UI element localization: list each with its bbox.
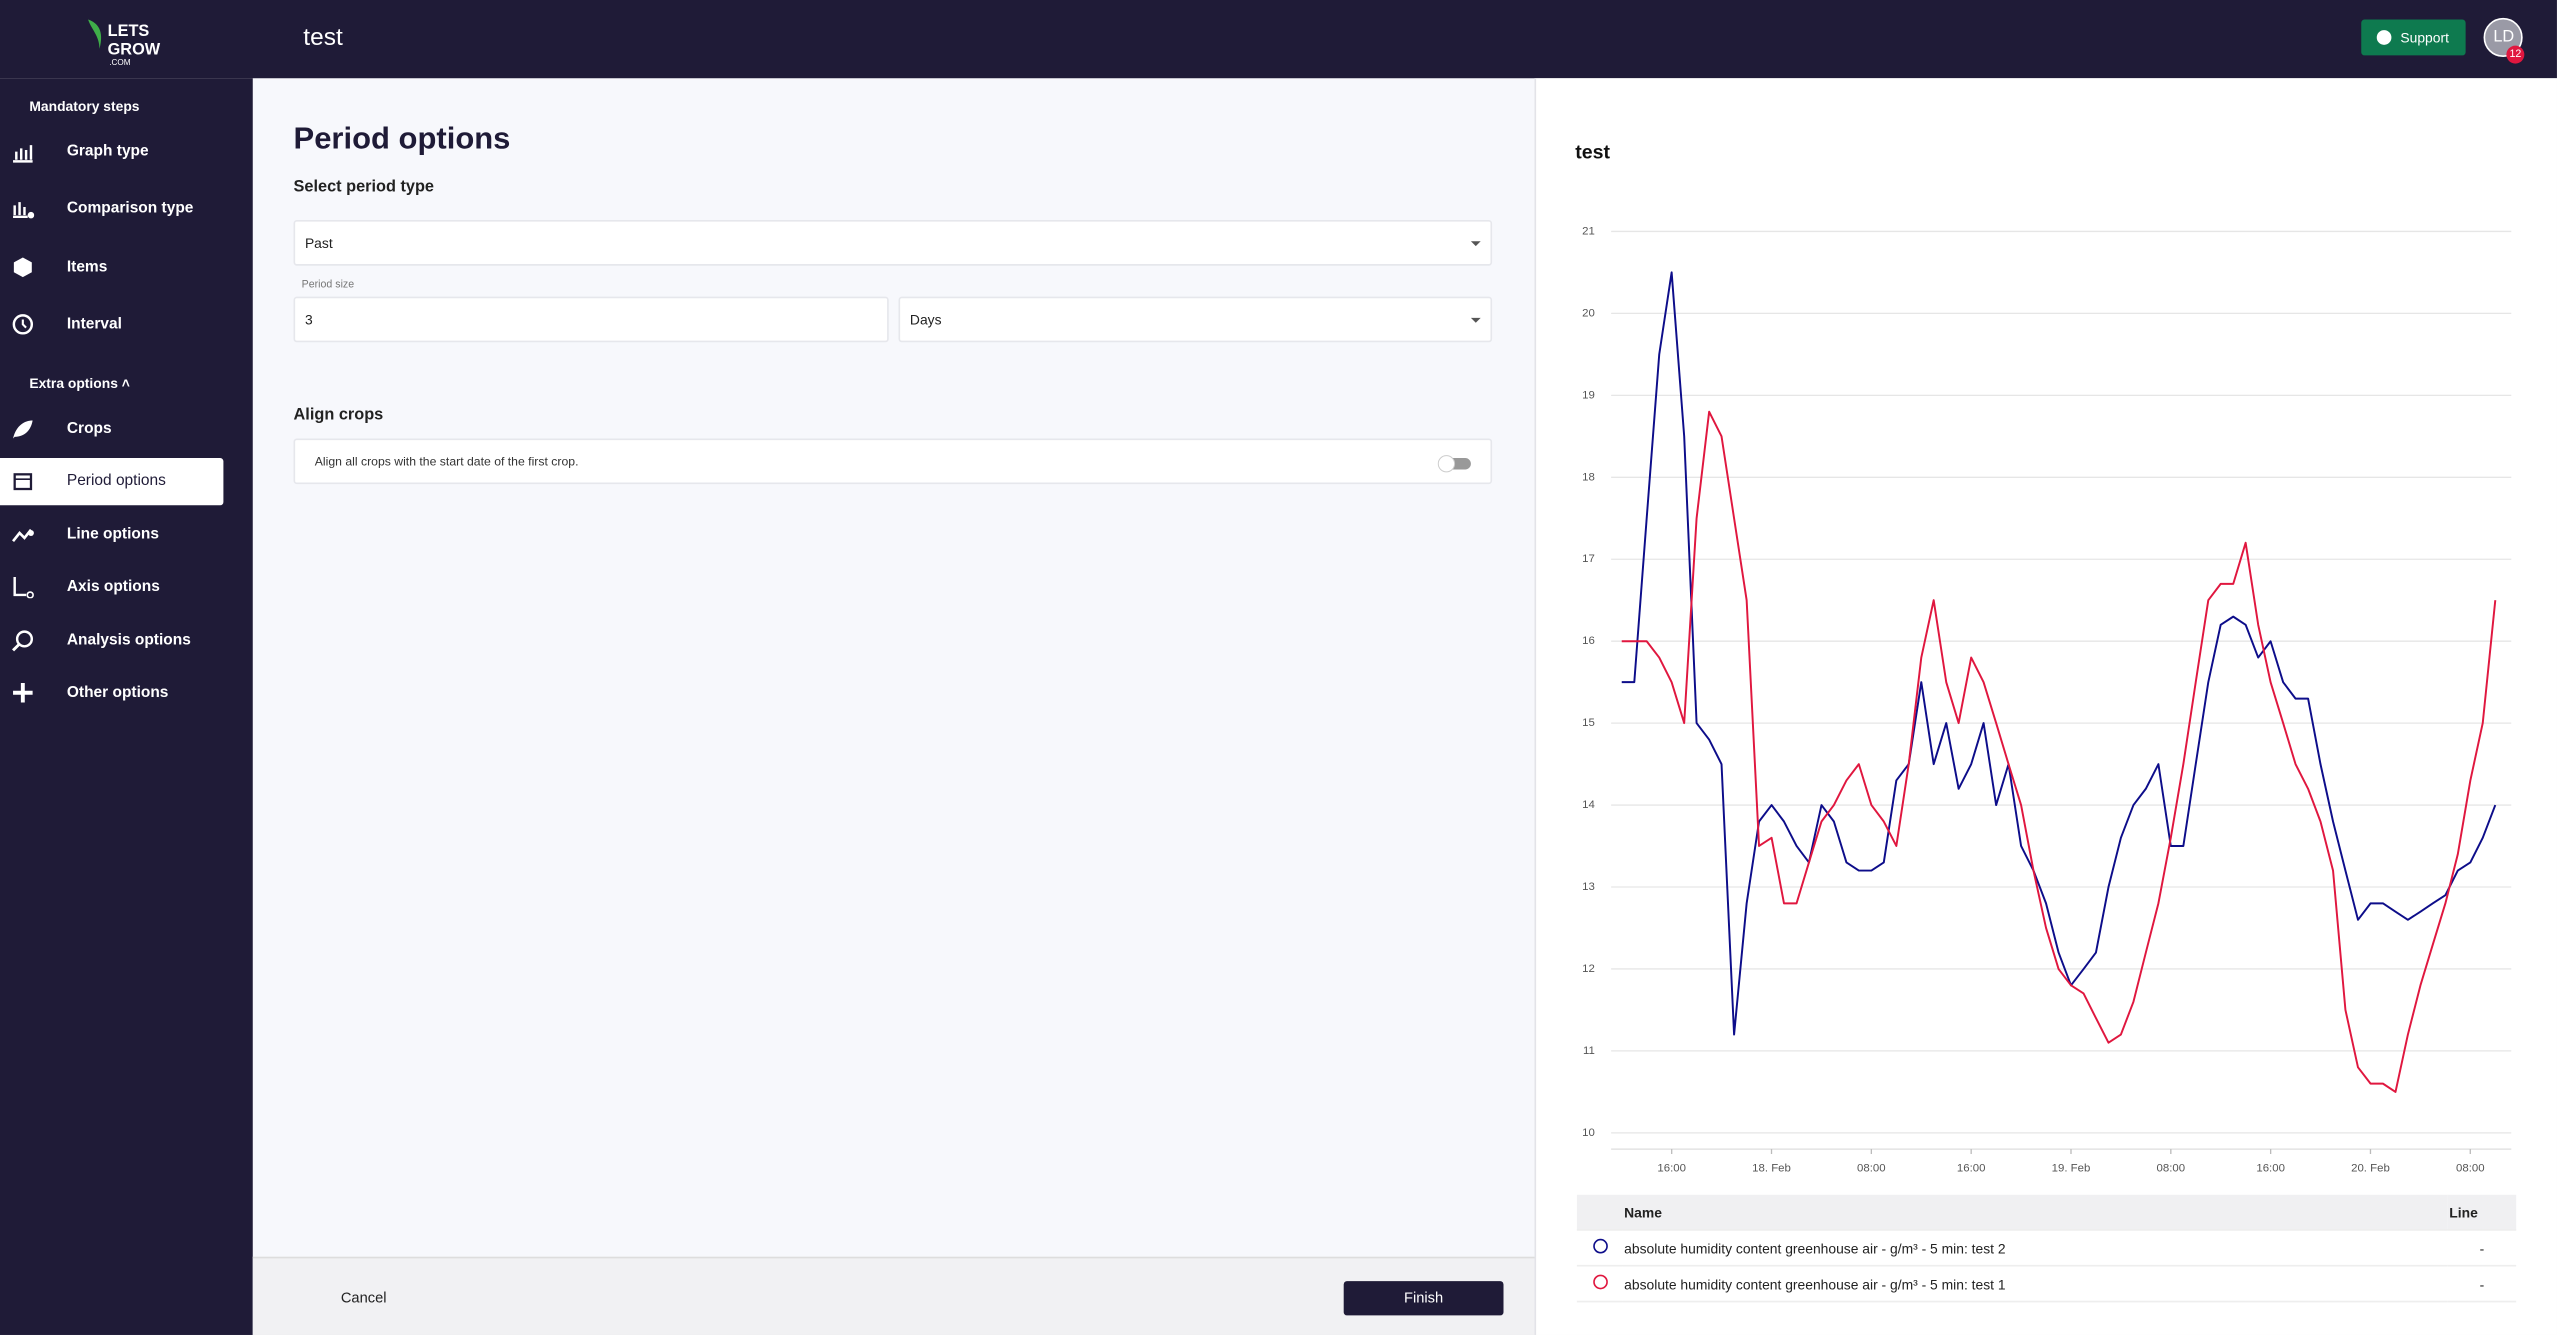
logo-line: .COM bbox=[109, 58, 131, 69]
field-label: Select period type bbox=[293, 178, 434, 197]
logo-line: LETS bbox=[107, 22, 150, 41]
x-tick-label: 19. Feb bbox=[2052, 1163, 2091, 1175]
nav-icon bbox=[13, 682, 33, 703]
legend-marker bbox=[1592, 1238, 1608, 1254]
legend-header: Name Line bbox=[1576, 1194, 2517, 1231]
nav-item[interactable]: Crops bbox=[66, 419, 112, 438]
page-title: test bbox=[303, 23, 343, 52]
form-panel: Period options Select period type Past P… bbox=[253, 78, 1535, 1256]
nav-icon bbox=[12, 314, 34, 335]
y-tick-label: 11 bbox=[1583, 1045, 1595, 1057]
x-tick-label: 16:00 bbox=[1957, 1163, 1986, 1175]
y-tick-label: 20 bbox=[1582, 307, 1595, 319]
x-tick-label: 16:00 bbox=[1657, 1163, 1686, 1175]
x-tick-label: 08:00 bbox=[1857, 1163, 1886, 1175]
select-period-type[interactable]: Past bbox=[293, 220, 1493, 266]
logo-leaf bbox=[88, 19, 102, 49]
legend-header-cell: Line bbox=[2447, 1194, 2517, 1231]
x-tick-label: 16:00 bbox=[2256, 1163, 2285, 1175]
nav-icon bbox=[13, 145, 33, 163]
nav-item-active[interactable]: Period options bbox=[66, 471, 166, 490]
legend-table: Name Line absolute humidity content gree… bbox=[1576, 1194, 2517, 1303]
footer-bar: Cancel Finish bbox=[252, 1256, 1535, 1335]
nav-icon bbox=[13, 202, 35, 219]
top-bar: LETS GROW .COM test Support LD 12 bbox=[0, 0, 2557, 79]
y-tick-label: 17 bbox=[1582, 553, 1595, 565]
y-tick-label: 21 bbox=[1582, 225, 1595, 237]
legend-row[interactable]: absolute humidity content greenhouse air… bbox=[1576, 1265, 2517, 1303]
help-icon bbox=[2376, 30, 2392, 45]
y-tick-label: 13 bbox=[1582, 881, 1595, 893]
nav-item[interactable]: Analysis options bbox=[66, 631, 191, 650]
section-heading[interactable]: Extra options ˄ bbox=[29, 374, 130, 392]
nav-item[interactable]: Line options bbox=[66, 525, 159, 544]
chart-title: test bbox=[1575, 141, 1610, 163]
logo-line: GROW bbox=[107, 41, 161, 60]
legend-marker-cell bbox=[1576, 1265, 1623, 1303]
y-tick-label: 19 bbox=[1582, 389, 1595, 401]
select-value: Past bbox=[304, 234, 333, 252]
y-tick-label: 15 bbox=[1582, 717, 1595, 729]
legend-line: - bbox=[2447, 1265, 2517, 1303]
logo-text: LETS bbox=[108, 24, 150, 40]
section-heading: Align crops bbox=[293, 406, 384, 425]
nav-item[interactable]: Other options bbox=[66, 683, 169, 702]
nav-icon bbox=[12, 528, 34, 542]
period-size-input[interactable]: 3 bbox=[293, 296, 889, 343]
nav-icon bbox=[12, 630, 34, 652]
active-nav-bg bbox=[0, 458, 224, 506]
legend-marker bbox=[1592, 1274, 1608, 1290]
nav-icon bbox=[13, 420, 33, 439]
legend-marker-cell bbox=[1576, 1229, 1623, 1267]
notification-badge: 12 bbox=[2506, 45, 2525, 64]
select-value: Days bbox=[909, 311, 942, 328]
y-tick-label: 14 bbox=[1582, 799, 1595, 811]
y-tick-label: 16 bbox=[1582, 635, 1595, 647]
y-tick-label: 12 bbox=[1582, 963, 1595, 975]
x-tick-label: 20. Feb bbox=[2351, 1163, 2390, 1175]
nav-icon bbox=[13, 473, 33, 491]
x-tick-label: 08:00 bbox=[2157, 1163, 2186, 1175]
x-tick-label: 08:00 bbox=[2456, 1163, 2485, 1175]
legend-header-cell: Name bbox=[1622, 1194, 2448, 1231]
sidebar: Mandatory steps Graph type Comparison ty… bbox=[0, 78, 253, 1335]
support-label: Support bbox=[2400, 29, 2449, 46]
legend-line: - bbox=[2447, 1229, 2517, 1267]
section-heading: Mandatory steps bbox=[29, 97, 140, 115]
nav-item[interactable]: Axis options bbox=[66, 577, 160, 596]
nav-item[interactable]: Interval bbox=[66, 315, 122, 334]
series-line bbox=[1621, 410, 2497, 1093]
nav-icon bbox=[13, 257, 32, 278]
caret bbox=[1470, 241, 1481, 247]
nav-item[interactable]: Items bbox=[66, 258, 108, 277]
support-button[interactable]: Support bbox=[2361, 19, 2466, 56]
nav-item[interactable]: Graph type bbox=[66, 142, 149, 161]
legend-row[interactable]: absolute humidity content greenhouse air… bbox=[1576, 1229, 2517, 1267]
section-heading-text: Extra options bbox=[29, 374, 118, 392]
legend-name: absolute humidity content greenhouse air… bbox=[1622, 1229, 2448, 1267]
toggle[interactable] bbox=[1435, 453, 1477, 473]
x-tick-label: 18. Feb bbox=[1752, 1163, 1791, 1175]
field-label: Period size bbox=[301, 279, 355, 291]
nav-item[interactable]: Comparison type bbox=[66, 199, 194, 218]
select-period-unit[interactable]: Days bbox=[898, 296, 1493, 343]
y-tick-label: 10 bbox=[1582, 1127, 1595, 1139]
legend-table-wrap: Name Line absolute humidity content gree… bbox=[1576, 1194, 2517, 1303]
cancel-button[interactable]: Cancel bbox=[340, 1289, 387, 1306]
nav-icon bbox=[13, 577, 34, 599]
align-row: Align all crops with the start date of t… bbox=[293, 438, 1493, 485]
caret bbox=[1470, 317, 1481, 323]
chart-panel bbox=[1534, 78, 2557, 1335]
legend-name: absolute humidity content greenhouse air… bbox=[1622, 1265, 2448, 1303]
finish-button[interactable]: Finish bbox=[1343, 1281, 1504, 1316]
form-title: Period options bbox=[293, 122, 511, 157]
avatar-initials: LD bbox=[2493, 28, 2515, 47]
chart: test 10 11 12 13 14 15 16 17 18 19 20 21 16:00 18. Fe… bbox=[1575, 141, 2512, 1175]
input-value: 3 bbox=[304, 311, 313, 328]
series-line bbox=[1621, 271, 2497, 1036]
align-text: Align all crops with the start date of t… bbox=[314, 453, 579, 469]
y-tick-label: 18 bbox=[1582, 471, 1595, 483]
